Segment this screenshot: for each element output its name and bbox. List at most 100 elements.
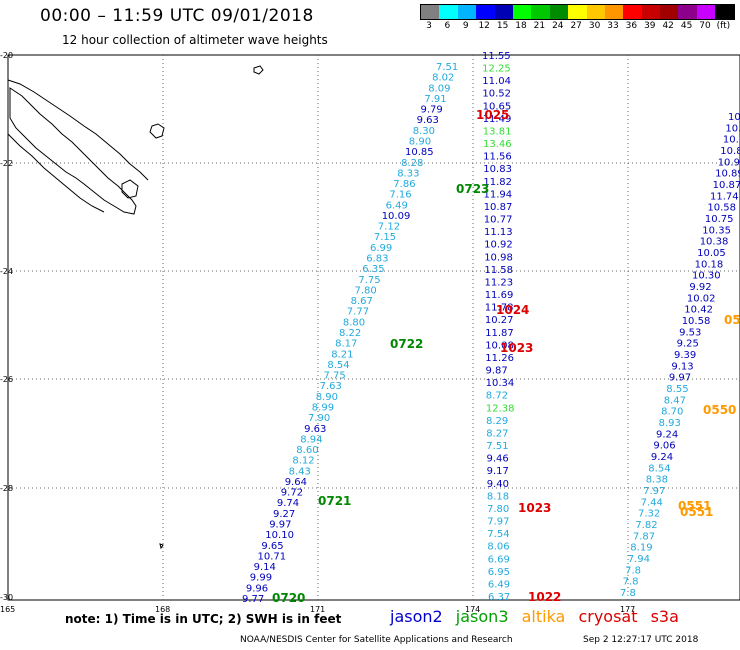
lon-label: 165 [0, 605, 15, 614]
track-jason2-east: 7.87.87.87.948.197.877.827.327.447.978.3… [620, 112, 740, 599]
wave-height-value: 8.12 [292, 456, 314, 467]
wave-height-value: 7.82 [635, 520, 657, 531]
wave-height-value: 11.26 [485, 353, 514, 364]
legend-tick-labels: 3 6 9 12 15 18 21 24 27 30 33 36 39 42 45 70 (ft) [420, 20, 730, 34]
wave-height-value: 8.90 [316, 392, 338, 403]
map-frame [7, 54, 740, 601]
legend-tick-label: (ft) [716, 21, 731, 31]
wave-height-value: 9.87 [486, 366, 508, 377]
legend-tick-label: 9 [462, 21, 469, 31]
wave-height-value: 10.80 [720, 146, 740, 157]
wave-height-value: 7.8 [620, 588, 636, 599]
wave-height-value: 7.75 [358, 275, 380, 286]
coastline-loyalty-1 [149, 123, 165, 139]
wave-height-value: 8.29 [486, 416, 508, 427]
legend-swatch [660, 5, 679, 19]
wave-height-value: 10.09 [382, 211, 411, 222]
wave-height-value: 8.02 [432, 73, 454, 84]
legend-swatch [457, 5, 477, 19]
legend-tick-label: 70 [699, 21, 711, 31]
satellite-legend: jason2 jason3 altika cryosat s3a [390, 607, 687, 626]
coastline-islet-2 [159, 543, 164, 550]
wave-height-value: 9.97 [269, 520, 291, 531]
wave-height-value: 10.58 [707, 203, 736, 214]
wave-height-value: 8.22 [339, 328, 361, 339]
wave-height-value: 8.38 [646, 475, 668, 486]
wave-height-value: 11.23 [485, 278, 514, 289]
wave-height-value: 10.05 [697, 248, 726, 259]
legend-tick-label: 6 [444, 21, 451, 31]
wave-height-value: 10.34 [486, 378, 515, 389]
legend-tick-label: 27 [570, 21, 582, 31]
legend-tick-label: 15 [496, 21, 509, 31]
coastline-loyalty-2 [121, 179, 139, 199]
wave-height-value: 9.97 [669, 373, 691, 384]
legend-swatch [696, 5, 716, 19]
wave-height-value: 10.65 [483, 101, 512, 112]
lat-label: -24 [0, 267, 13, 276]
wave-height-value: 11.55 [482, 51, 511, 62]
sat-jason2: jason2 [390, 607, 443, 626]
page-subtitle: 12 hour collection of altimeter wave hei… [62, 33, 328, 47]
pass-time-label: 1022 [528, 590, 561, 604]
wave-height-value: 10.58 [682, 316, 711, 327]
legend-tick-label: 12 [478, 21, 490, 31]
wave-height-value: 10.77 [484, 215, 513, 226]
wave-height-value: 7.80 [355, 285, 377, 296]
wave-height-value: 8.47 [664, 395, 686, 406]
lat-label: -22 [0, 159, 13, 168]
legend-tick-label: 42 [662, 21, 674, 31]
wave-height-value: 6.49 [386, 200, 408, 211]
wave-height-value: 7.87 [633, 531, 655, 542]
pass-time-label: 0722 [390, 337, 423, 351]
legend-tick-label: 39 [644, 21, 656, 31]
legend-tick-label: 18 [515, 21, 527, 31]
wave-height-value: 8.18 [487, 491, 509, 502]
wave-height-value: 7.44 [641, 497, 663, 508]
wave-height-value: 9.92 [689, 282, 711, 293]
footer-credit: NOAA/NESDIS Center for Satellite Applica… [240, 635, 513, 645]
wave-height-value: 9.06 [653, 441, 675, 452]
legend-swatch [678, 5, 697, 19]
wave-height-value: 11.58 [484, 265, 513, 276]
wave-height-value: 6.49 [488, 579, 510, 590]
wave-height-value: 7.15 [374, 232, 396, 243]
wave-height-value: 10.02 [687, 293, 716, 304]
wave-height-value: 10.87 [713, 180, 740, 191]
wave-height-value: 8.54 [648, 463, 670, 474]
wave-height-value: 8.94 [300, 434, 322, 445]
wave-height-value: 10.98 [484, 252, 513, 263]
lon-label: 171 [310, 605, 325, 614]
wave-height-value: 7.80 [487, 504, 509, 515]
wave-height-value: 10.92 [484, 240, 513, 251]
wave-height-value: 7.94 [628, 554, 650, 565]
wave-height-value: 10.10 [265, 530, 294, 541]
wave-height-value: 9.65 [261, 541, 283, 552]
wave-height-value: 11.82 [483, 177, 512, 188]
wave-height-value: 7.8 [623, 577, 639, 588]
wave-height-value: 10.30 [692, 271, 721, 282]
wave-height-value: 7.51 [486, 441, 508, 452]
pass-time-label: 055 [724, 313, 740, 327]
wave-height-value: 7.77 [347, 307, 369, 318]
wave-height-value: 9.99 [250, 573, 272, 584]
legend-swatch [715, 5, 734, 19]
wave-height-value: 8.17 [335, 339, 357, 350]
pass-time-label: 1025 [476, 108, 509, 122]
coastline-islet-1 [253, 65, 264, 75]
wave-height-value: 8.54 [327, 360, 349, 371]
page-title: 00:00 – 11:59 UTC 09/01/2018 [40, 6, 314, 26]
wave-height-value: 9.14 [254, 562, 276, 573]
legend-swatch [586, 5, 605, 19]
wave-height-value: 10.85 [405, 147, 434, 158]
wave-height-value: 9.40 [487, 479, 509, 490]
legend-swatch [623, 5, 642, 19]
wave-height-value: 9.17 [487, 466, 509, 477]
coastline-reef [7, 79, 149, 213]
wave-height-value: 8.21 [331, 349, 353, 360]
wave-height-value: 7.16 [389, 190, 411, 201]
wave-height-value: 9.13 [671, 361, 693, 372]
wave-height-value: 7.54 [487, 529, 509, 540]
pass-time-label: 1023 [518, 501, 551, 515]
wave-height-value: 10.90 [728, 112, 740, 123]
